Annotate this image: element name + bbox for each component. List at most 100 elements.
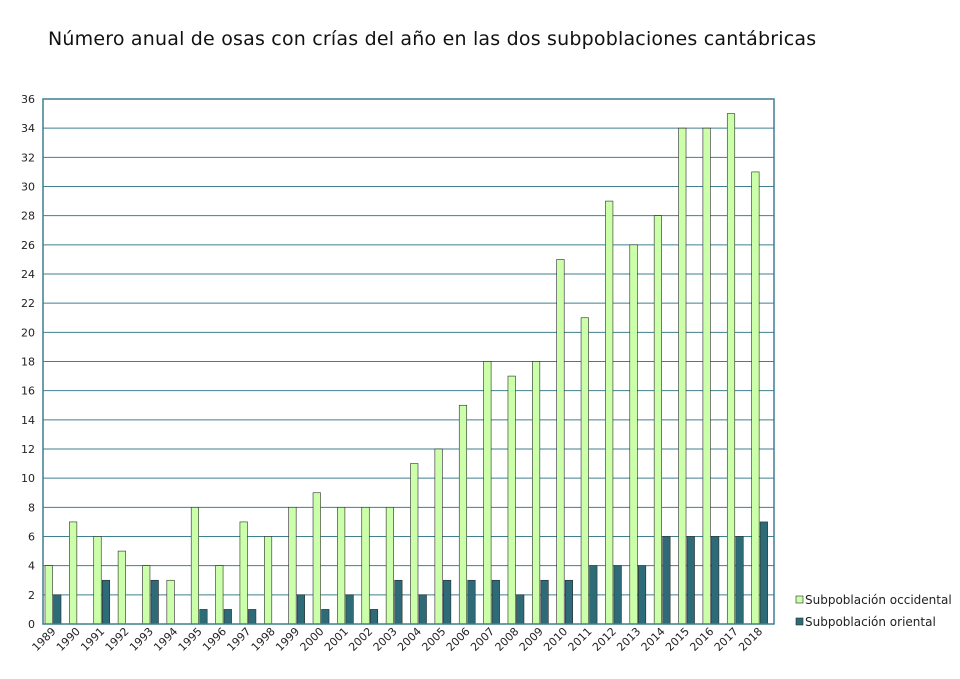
- bar-oriental: [296, 594, 305, 625]
- bar-oriental: [321, 609, 330, 625]
- x-axis-ticks: 1989199019911992199319941995199619971998…: [30, 625, 766, 654]
- bar-occidental: [215, 565, 224, 625]
- bar-occidental: [556, 259, 565, 625]
- x-tick-label: 2001: [322, 625, 351, 654]
- y-tick-label: 22: [21, 297, 35, 310]
- bar-oriental: [686, 536, 695, 625]
- y-tick-label: 16: [21, 385, 35, 398]
- x-tick-label: 2010: [541, 625, 570, 654]
- x-tick-label: 1990: [54, 625, 83, 654]
- gridlines: [43, 127, 774, 596]
- bar-oriental: [150, 579, 159, 625]
- x-tick-label: 2004: [395, 625, 424, 654]
- y-tick-label: 2: [28, 589, 35, 602]
- bar-oriental: [199, 609, 208, 625]
- bar-oriental: [223, 609, 232, 625]
- bar-occidental: [678, 127, 687, 625]
- bar-occidental: [69, 521, 78, 625]
- x-tick-label: 2012: [590, 625, 619, 654]
- legend-swatch-occidental: [795, 595, 804, 604]
- legend: Subpoblación occidental Subpoblación orie…: [795, 593, 952, 629]
- y-tick-label: 28: [21, 210, 35, 223]
- bar-oriental: [248, 609, 257, 625]
- x-tick-label: 2015: [663, 625, 692, 654]
- bar-oriental: [662, 536, 671, 625]
- x-tick-label: 1994: [151, 625, 180, 654]
- bar-oriental: [443, 579, 452, 625]
- bar-oriental: [516, 594, 525, 625]
- y-tick-label: 24: [21, 268, 35, 281]
- y-tick-label: 26: [21, 239, 35, 252]
- bar-occidental: [361, 507, 370, 625]
- bar-occidental: [532, 361, 541, 625]
- y-tick-label: 4: [28, 560, 35, 573]
- bar-occidental: [288, 507, 297, 625]
- bar-oriental: [564, 579, 574, 625]
- chart-title: Número anual de osas con crías del año e…: [48, 28, 817, 50]
- y-tick-label: 20: [21, 326, 35, 339]
- bar-occidental: [190, 507, 199, 625]
- bar-oriental: [418, 594, 427, 625]
- bar-oriental: [759, 521, 768, 625]
- bar-occidental: [117, 550, 126, 625]
- legend-label-occidental: Subpoblación occidental: [805, 593, 952, 607]
- bar-oriental: [735, 536, 744, 625]
- bar-occidental: [263, 536, 273, 625]
- bar-occidental: [507, 375, 516, 625]
- bar-oriental: [613, 565, 622, 625]
- bar-occidental: [166, 579, 175, 625]
- bar-occidental: [629, 244, 638, 625]
- x-tick-label: 2014: [639, 625, 668, 654]
- bar-occidental: [337, 507, 346, 625]
- bar-occidental: [702, 127, 711, 625]
- bar-oriental: [540, 579, 549, 625]
- x-tick-label: 2003: [371, 625, 400, 654]
- plot-border: [42, 98, 775, 625]
- bar-occidental: [142, 565, 151, 625]
- y-tick-label: 32: [21, 151, 35, 164]
- bar-occidental: [93, 536, 102, 625]
- y-tick-label: 6: [28, 531, 35, 544]
- bar-occidental: [434, 448, 443, 625]
- bar-oriental: [491, 579, 500, 625]
- y-tick-label: 12: [21, 443, 35, 456]
- x-tick-label: 1995: [176, 625, 205, 654]
- bar-oriental: [345, 594, 354, 625]
- x-tick-label: 2018: [736, 625, 765, 654]
- y-tick-label: 14: [21, 414, 35, 427]
- x-tick-label: 2009: [517, 625, 546, 654]
- bar-oriental: [101, 579, 111, 625]
- x-tick-label: 1991: [78, 625, 107, 654]
- y-tick-label: 10: [21, 472, 35, 485]
- x-tick-label: 2013: [614, 625, 643, 654]
- x-tick-label: 2000: [298, 625, 327, 654]
- bar-oriental: [637, 565, 647, 625]
- x-tick-label: 1997: [224, 625, 253, 654]
- x-tick-label: 2016: [687, 625, 716, 654]
- bar-occidental: [653, 215, 662, 625]
- x-tick-label: 2002: [346, 625, 375, 654]
- bar-occidental: [580, 317, 589, 625]
- bar-occidental: [312, 492, 321, 625]
- bar-oriental: [467, 579, 476, 625]
- legend-label-oriental: Subpoblación oriental: [805, 615, 936, 629]
- bar-oriental: [53, 594, 62, 625]
- bar-occidental: [605, 200, 614, 625]
- x-tick-label: 2011: [566, 625, 595, 654]
- bar-occidental: [44, 565, 53, 625]
- bar-oriental: [711, 536, 720, 625]
- y-tick-label: 0: [28, 618, 35, 631]
- x-tick-label: 2008: [492, 625, 521, 654]
- y-tick-label: 18: [21, 356, 35, 369]
- y-tick-label: 34: [21, 122, 35, 135]
- x-tick-label: 1992: [103, 625, 132, 654]
- bars: [44, 113, 768, 625]
- y-tick-label: 30: [21, 181, 35, 194]
- bar-occidental: [751, 171, 760, 625]
- bar-oriental: [589, 565, 598, 625]
- bar-occidental: [239, 521, 248, 625]
- y-tick-label: 36: [21, 93, 35, 106]
- x-tick-label: 2006: [444, 625, 473, 654]
